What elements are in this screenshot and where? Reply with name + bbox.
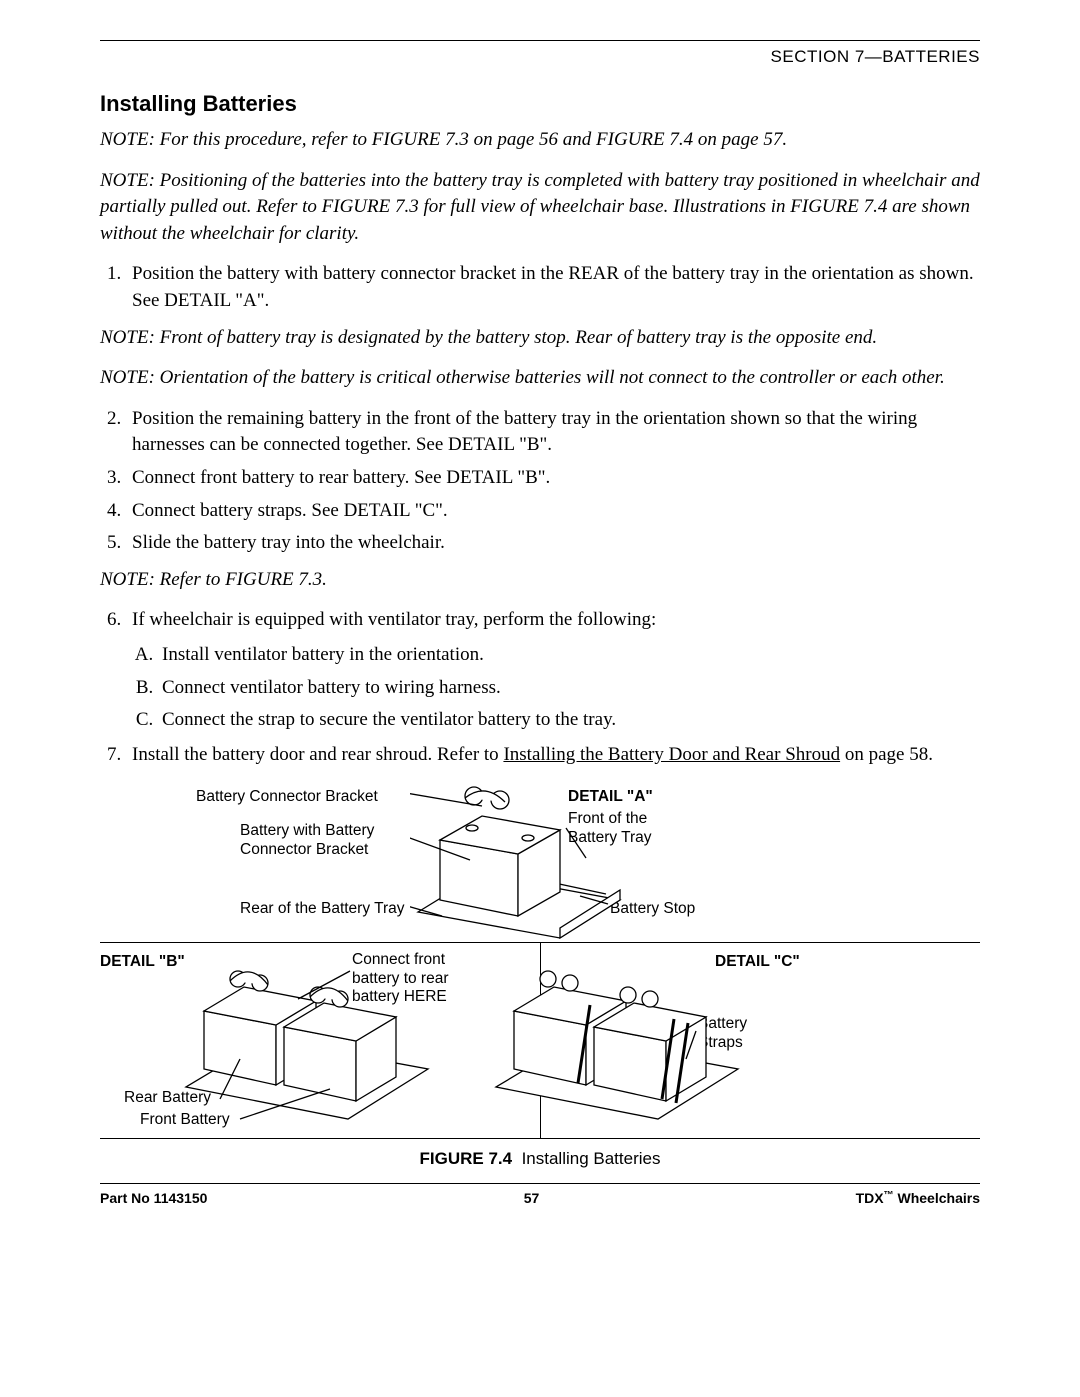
note: NOTE: Positioning of the batteries into …	[100, 168, 980, 248]
list-item: If wheelchair is equipped with ventilato…	[126, 607, 980, 733]
trademark-symbol: ™	[884, 1190, 894, 1201]
section-header: SECTION 7—BATTERIES	[100, 47, 980, 67]
step-text: If wheelchair is equipped with ventilato…	[132, 609, 656, 630]
note: NOTE: Refer to FIGURE 7.3.	[100, 567, 980, 594]
figure: Battery Connector Bracket Battery with B…	[100, 782, 980, 1169]
list-item: Position the battery with battery connec…	[126, 261, 980, 314]
list-item: Position the remaining battery in the fr…	[126, 406, 980, 459]
top-rule	[100, 40, 980, 41]
detail-b-title: DETAIL "B"	[100, 953, 185, 972]
sub-step-list: Install ventilator battery in the orient…	[132, 642, 980, 734]
figure-number: FIGURE 7.4	[420, 1149, 513, 1168]
list-item: Connect front battery to rear battery. S…	[126, 465, 980, 492]
footer-page-number: 57	[524, 1190, 540, 1206]
label-line: Battery with Battery	[240, 822, 374, 839]
list-item: Connect battery straps. See DETAIL "C".	[126, 498, 980, 525]
cross-ref-link[interactable]: Installing the Battery Door and Rear Shr…	[503, 744, 840, 765]
figure-detail-a: Battery Connector Bracket Battery with B…	[100, 782, 980, 942]
note: NOTE: For this procedure, refer to FIGUR…	[100, 127, 980, 154]
figure-caption: FIGURE 7.4 Installing Batteries	[100, 1149, 980, 1169]
footer-left: Part No 1143150	[100, 1190, 207, 1206]
note: NOTE: Front of battery tray is designate…	[100, 325, 980, 352]
page: SECTION 7—BATTERIES Installing Batteries…	[0, 0, 1080, 1236]
step-list: Position the remaining battery in the fr…	[100, 406, 980, 557]
step-list: If wheelchair is equipped with ventilato…	[100, 607, 980, 768]
battery-illustration-c	[490, 949, 750, 1129]
step-list: Position the battery with battery connec…	[100, 261, 980, 314]
figure-box: Battery Connector Bracket Battery with B…	[100, 782, 980, 1139]
label-battery-with-bcb: Battery with Battery Connector Bracket	[240, 822, 374, 859]
page-title: Installing Batteries	[100, 91, 980, 117]
label-line: Connector Bracket	[240, 841, 368, 858]
battery-illustration-b	[180, 949, 440, 1129]
battery-illustration-a	[410, 780, 630, 940]
label-rear-of-tray: Rear of the Battery Tray	[240, 900, 405, 919]
figure-title: Installing Batteries	[522, 1149, 661, 1168]
note: NOTE: Orientation of the battery is crit…	[100, 365, 980, 392]
step-text: Install the battery door and rear shroud…	[132, 744, 503, 765]
label-battery-connector-bracket: Battery Connector Bracket	[196, 788, 378, 807]
step-text: on page 58.	[840, 744, 933, 765]
list-item: Connect the strap to secure the ventilat…	[158, 707, 980, 734]
list-item: Install the battery door and rear shroud…	[126, 742, 980, 769]
page-footer: Part No 1143150 57 TDX™ Wheelchairs	[100, 1183, 980, 1206]
footer-right: TDX™ Wheelchairs	[856, 1190, 980, 1206]
list-item: Install ventilator battery in the orient…	[158, 642, 980, 669]
figure-details-bc: DETAIL "B" Connect front battery to rear…	[100, 942, 980, 1138]
list-item: Slide the battery tray into the wheelcha…	[126, 530, 980, 557]
list-item: Connect ventilator battery to wiring har…	[158, 675, 980, 702]
